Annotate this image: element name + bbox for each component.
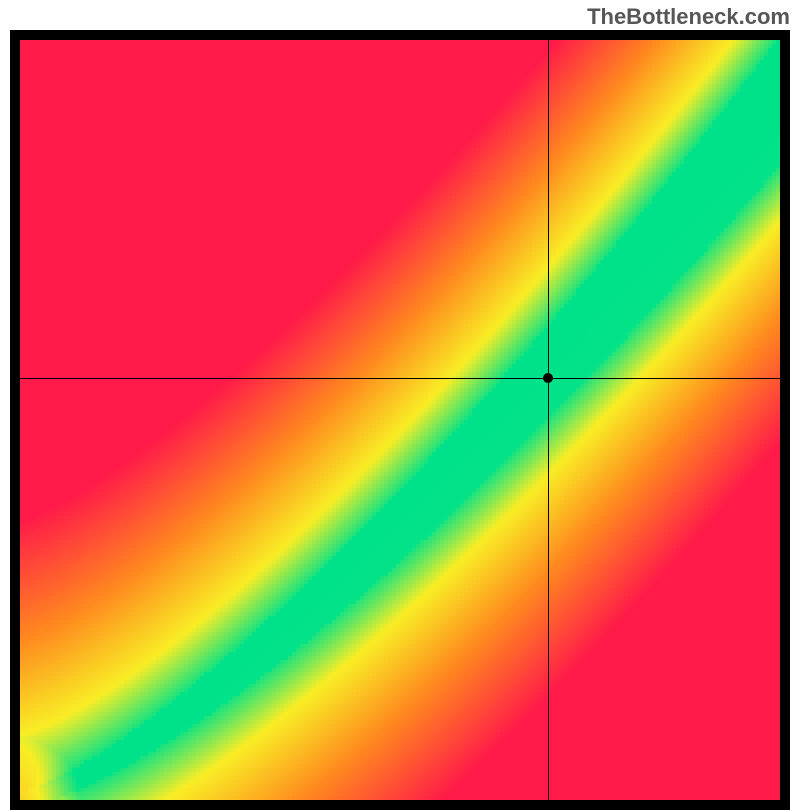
chart-container: TheBottleneck.com [0, 0, 800, 800]
crosshair-vertical [548, 40, 549, 800]
marker-point [543, 373, 553, 383]
crosshair-horizontal [20, 378, 780, 379]
watermark-text: TheBottleneck.com [587, 4, 790, 30]
heatmap-canvas [20, 40, 780, 800]
